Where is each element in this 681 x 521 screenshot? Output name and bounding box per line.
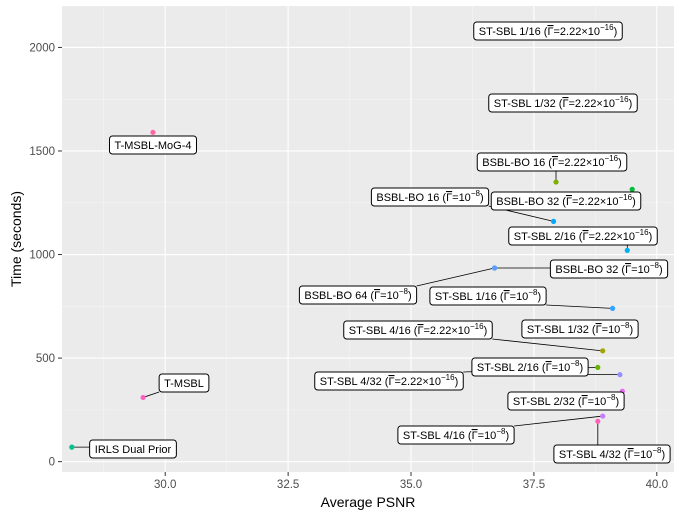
label-box: [507, 391, 625, 411]
data-label: T-MSBL-MoG-4: [108, 135, 198, 155]
x-tick-label: 40.0: [646, 479, 668, 491]
label-text: ST-SBL 1/32 (Γ=10−8): [527, 321, 633, 336]
label-box: [488, 93, 638, 113]
label-box: [343, 320, 493, 340]
label-text: BSBL-BO 16 (Γ=2.22×10−16): [482, 154, 622, 169]
label-box: [473, 21, 623, 41]
data-labels: ST-SBL 1/16 (Γ=2.22×10−16) ST-SBL 1/32 (Γ…: [89, 21, 671, 464]
label-box: [476, 152, 628, 172]
data-label: ST-SBL 2/16 (Γ=10−8): [471, 357, 589, 377]
label-box: [471, 357, 589, 377]
leader-line: [416, 267, 495, 287]
data-label: BSBL-BO 16 (Γ=10−8): [370, 187, 490, 207]
label-text: ST-SBL 4/32 (Γ=10−8): [559, 446, 665, 461]
x-tick-label: 35.0: [400, 479, 422, 491]
data-point: [140, 394, 146, 401]
label-text: BSBL-BO 32 (Γ=2.22×10−16): [496, 193, 636, 208]
data-point: [624, 247, 630, 253]
label-box: [549, 259, 669, 279]
label-box: [108, 135, 198, 155]
data-label: BSBL-BO 16 (Γ=2.22×10−16): [476, 152, 628, 172]
data-label: BSBL-BO 32 (Γ=2.22×10−16): [490, 191, 642, 211]
data-point: [595, 418, 601, 424]
label-box: [158, 373, 210, 393]
data-label: IRLS Dual Prior: [89, 439, 177, 459]
label-text: ST-SBL 4/16 (Γ=2.22×10−16): [349, 322, 488, 337]
label-text: BSBL-BO 16 (Γ=10−8): [376, 189, 483, 204]
label-box: [89, 439, 177, 459]
label-text: ST-SBL 1/16 (Γ=2.22×10−16): [479, 23, 618, 38]
label-text: BSBL-BO 64 (Γ=10−8): [304, 287, 411, 302]
data-point: [69, 444, 75, 450]
label-text: BSBL-BO 32 (Γ=10−8): [555, 261, 662, 276]
data-point: [491, 265, 498, 271]
data-point: [617, 372, 623, 378]
label-box: [553, 444, 671, 464]
data-label: ST-SBL 1/16 (Γ=2.22×10−16): [473, 21, 623, 41]
data-point: [553, 179, 559, 185]
y-tick-label: 500: [36, 353, 55, 365]
data-point: [629, 186, 635, 192]
label-text: ST-SBL 1/16 (Γ=10−8): [435, 288, 541, 303]
label-box: [490, 191, 642, 211]
data-label: ST-SBL 4/16 (Γ=10−8): [397, 425, 515, 445]
data-label: ST-SBL 2/32 (Γ=10−8): [507, 391, 625, 411]
data-label: ST-SBL 1/32 (Γ=10−8): [521, 319, 639, 339]
data-label: T-MSBL: [158, 373, 210, 393]
y-axis-title: Time (seconds): [8, 191, 24, 287]
label-box: [314, 371, 464, 391]
label-text: ST-SBL 1/32 (Γ=2.22×10−16): [494, 95, 633, 110]
data-point: [150, 129, 156, 135]
data-label: ST-SBL 1/32 (Γ=2.22×10−16): [488, 93, 638, 113]
label-text: T-MSBL-MoG-4: [114, 140, 191, 152]
label-text: ST-SBL 2/16 (Γ=2.22×10−16): [514, 228, 653, 243]
leader-line: [492, 338, 603, 352]
data-point: [609, 305, 616, 311]
label-box: [298, 285, 418, 305]
label-text: IRLS Dual Prior: [95, 444, 172, 456]
y-tick-label: 1000: [29, 250, 55, 262]
y-axis: 0 500 1000 1500 2000: [29, 42, 62, 469]
label-box: [370, 187, 490, 207]
label-box: [397, 425, 515, 445]
label-text: ST-SBL 2/16 (Γ=10−8): [477, 359, 583, 374]
data-point: [600, 413, 606, 419]
data-label: ST-SBL 4/16 (Γ=2.22×10−16): [343, 320, 493, 340]
label-box: [521, 319, 639, 339]
leader-line: [546, 304, 613, 309]
data-label: BSBL-BO 64 (Γ=10−8): [298, 285, 418, 305]
data-label: ST-SBL 2/16 (Γ=2.22×10−16): [508, 226, 658, 246]
data-point: [595, 364, 601, 371]
x-tick-label: 30.0: [154, 479, 176, 491]
data-label: ST-SBL 4/32 (Γ=2.22×10−16): [314, 371, 464, 391]
y-tick-label: 2000: [29, 42, 55, 54]
label-text: ST-SBL 2/32 (Γ=10−8): [513, 393, 619, 408]
y-tick-label: 1500: [29, 146, 55, 158]
leader-line: [142, 391, 160, 398]
data-label: BSBL-BO 32 (Γ=10−8): [549, 259, 669, 279]
y-tick-label: 0: [49, 457, 55, 469]
leader-line: [514, 415, 603, 427]
x-axis: 30.0 32.5 35.0 37.5 40.0: [154, 472, 668, 491]
x-axis-title: Average PSNR: [321, 494, 416, 510]
label-box: [508, 226, 658, 246]
label-text: ST-SBL 4/16 (Γ=10−8): [403, 427, 509, 442]
x-tick-label: 32.5: [277, 479, 299, 491]
data-label: ST-SBL 1/16 (Γ=10−8): [429, 286, 547, 306]
label-text: T-MSBL: [164, 378, 204, 390]
x-tick-label: 37.5: [523, 479, 545, 491]
data-point: [550, 218, 557, 224]
data-label: ST-SBL 4/32 (Γ=10−8): [553, 444, 671, 464]
data-point: [600, 348, 606, 354]
label-text: ST-SBL 4/32 (Γ=2.22×10−16): [320, 373, 459, 388]
label-box: [429, 286, 547, 306]
